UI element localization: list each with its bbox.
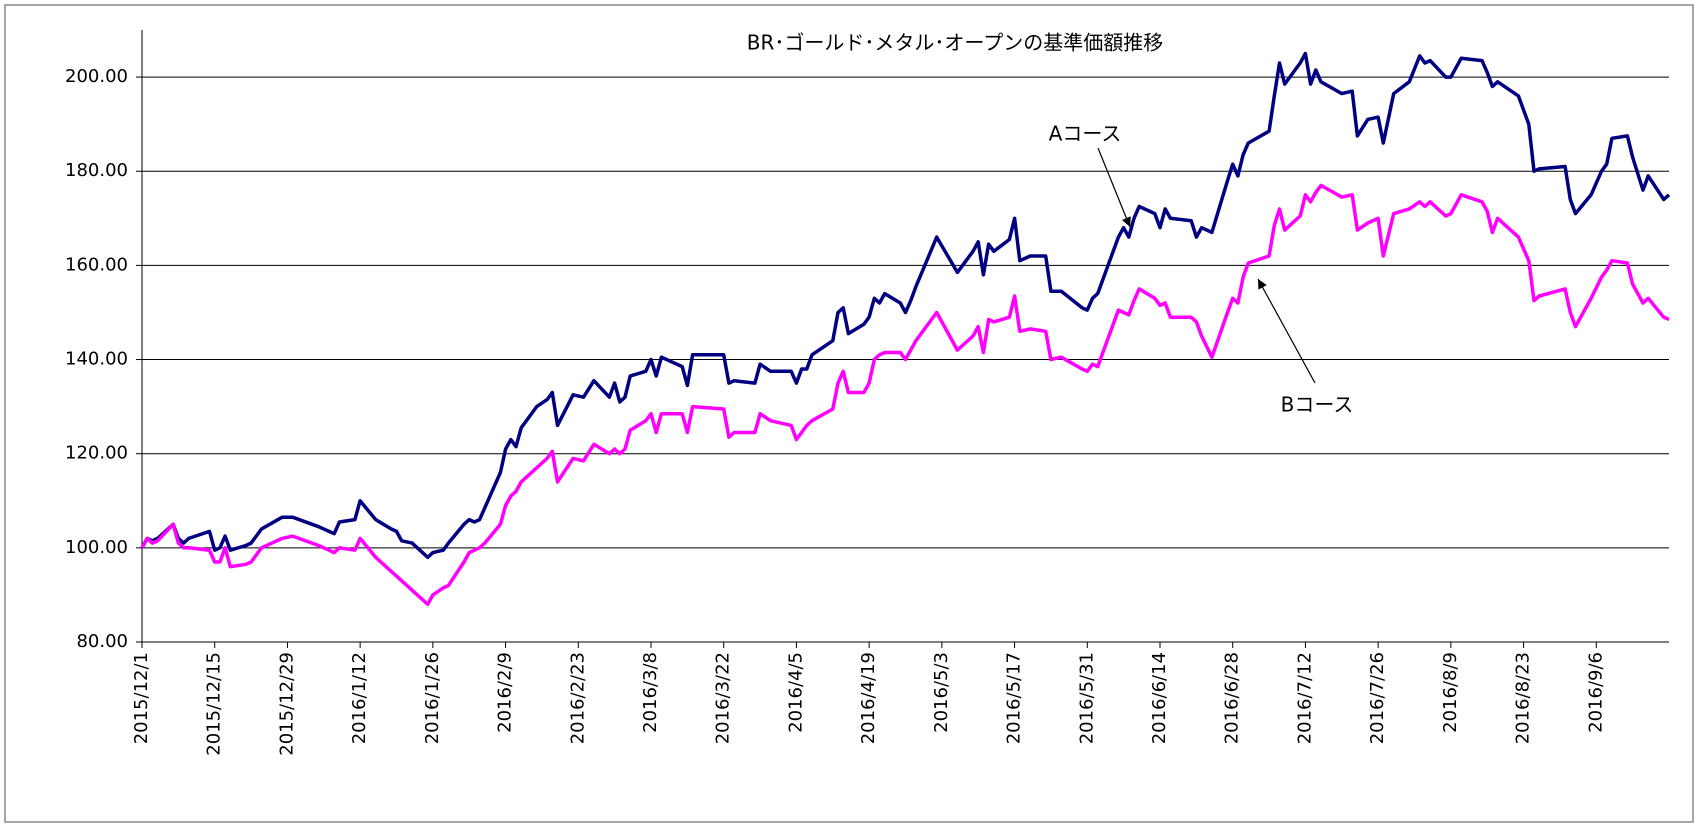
annotation-arrow xyxy=(1097,147,1131,228)
x-tick-label: 2016/9/6 xyxy=(1585,652,1606,733)
x-tick-label: 2016/6/14 xyxy=(1149,652,1170,744)
y-tick-label: 160.00 xyxy=(65,254,128,275)
x-tick-label: 2016/4/5 xyxy=(785,652,806,733)
y-tick-label: 200.00 xyxy=(65,66,128,87)
annotation: Aコース xyxy=(1049,122,1122,146)
annotation: Bコース xyxy=(1281,393,1354,417)
x-tick-label: 2016/5/3 xyxy=(931,652,952,733)
annotation-arrow xyxy=(1257,278,1316,384)
y-tick-label: 180.00 xyxy=(65,160,128,181)
y-tick-label: 120.00 xyxy=(65,443,128,464)
x-tick-label: 2016/5/17 xyxy=(1004,652,1025,744)
x-tick-label: 2016/8/23 xyxy=(1513,652,1534,744)
y-tick-label: 140.00 xyxy=(65,349,128,370)
x-tick-label: 2016/3/8 xyxy=(640,652,661,733)
chart-frame xyxy=(4,4,1694,823)
x-tick-label: 2016/1/26 xyxy=(422,652,443,744)
chart-title: BR･ゴールド･メタル･オープンの基準価額推移 xyxy=(747,31,1163,55)
x-tick-label: 2015/12/15 xyxy=(204,652,225,756)
y-tick-label: 80.00 xyxy=(76,631,128,652)
x-tick-label: 2016/2/9 xyxy=(495,652,516,733)
x-tick-label: 2016/3/22 xyxy=(713,652,734,744)
x-tick-label: 2016/8/9 xyxy=(1440,652,1461,733)
x-tick-label: 2016/7/12 xyxy=(1294,652,1315,744)
x-tick-label: 2015/12/1 xyxy=(131,652,152,744)
x-tick-label: 2016/2/23 xyxy=(567,652,588,744)
y-tick-label: 100.00 xyxy=(65,537,128,558)
x-tick-label: 2015/12/29 xyxy=(276,652,297,756)
x-tick-label: 2016/5/31 xyxy=(1076,652,1097,744)
series-line xyxy=(140,183,1670,607)
series-line xyxy=(140,51,1671,560)
x-tick-label: 2016/1/12 xyxy=(349,652,370,744)
x-tick-label: 2016/7/26 xyxy=(1367,652,1388,744)
x-tick-label: 2016/6/28 xyxy=(1222,652,1243,744)
x-tick-label: 2016/4/19 xyxy=(858,652,879,744)
